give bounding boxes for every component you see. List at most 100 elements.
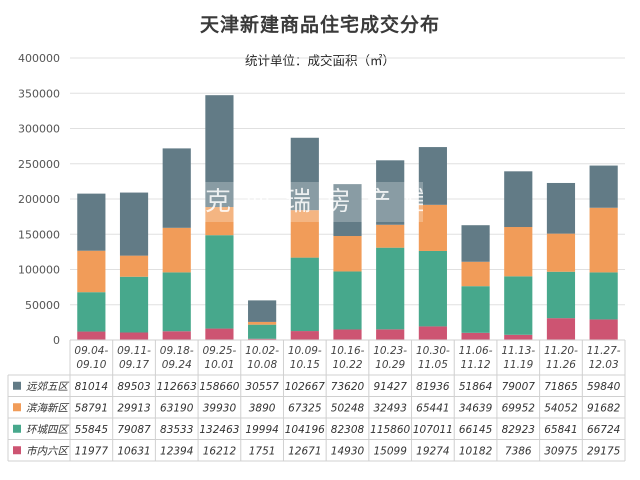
x-tick-label: 11.12 [461, 359, 491, 371]
legend-label: 远郊五区 [26, 381, 69, 393]
table-cell: 102667 [285, 381, 325, 393]
table-cell: 69952 [502, 402, 536, 414]
bar-segment [589, 272, 618, 320]
x-tick-label: 11.20- [544, 345, 578, 357]
bar-segment [162, 227, 191, 273]
x-tick-label: 10.15 [290, 359, 320, 371]
table-cell: 115860 [370, 424, 410, 436]
table-cell: 71865 [544, 381, 578, 393]
bar-segment [504, 227, 533, 277]
x-tick-label: 09.11- [117, 345, 151, 357]
bar-segment [77, 193, 106, 251]
legend-label: 市内六区 [26, 445, 69, 457]
x-tick-label: 11.26 [546, 359, 576, 371]
y-tick-label: 400000 [18, 52, 60, 65]
table-cell: 30557 [245, 381, 279, 393]
x-tick-label: 09.17 [119, 359, 149, 371]
legend-label: 滨海新区 [26, 402, 69, 414]
bar-segment [333, 271, 362, 330]
table-cell: 83533 [160, 424, 193, 436]
legend-swatch [13, 446, 21, 455]
legend-label: 环城四区 [26, 424, 69, 436]
table-cell: 79087 [117, 424, 151, 436]
x-tick-label: 09.04- [74, 345, 108, 357]
table-cell: 10631 [117, 445, 150, 457]
table-cell: 89503 [117, 381, 150, 393]
bar-segment [589, 319, 618, 340]
table-cell: 50248 [331, 402, 365, 414]
table-cell: 107011 [413, 424, 453, 436]
bar-segment [418, 147, 447, 205]
y-tick-label: 150000 [18, 228, 60, 241]
table-cell: 34639 [459, 402, 493, 414]
bar-segment [376, 160, 405, 225]
table-cell: 91682 [587, 402, 621, 414]
watermark: 克而瑞房产信息 [205, 182, 423, 222]
y-tick-label: 200000 [18, 193, 60, 206]
table-cell: 66724 [587, 424, 620, 436]
table-cell: 59840 [587, 381, 621, 393]
x-tick-label: 11.27- [587, 345, 621, 357]
bar-segment [162, 272, 191, 332]
x-tick-label: 11.19 [503, 359, 533, 371]
bar-segment [248, 324, 277, 339]
table-cell: 29913 [117, 402, 150, 414]
x-tick-label: 09.10 [76, 359, 106, 371]
table-cell: 12394 [160, 445, 193, 457]
bar-segment [504, 276, 533, 335]
table-cell: 66145 [459, 424, 493, 436]
table-cell: 82308 [331, 424, 365, 436]
y-tick-label: 100000 [18, 264, 60, 277]
y-tick-label: 0 [53, 334, 60, 347]
table-cell: 132463 [199, 424, 239, 436]
table-cell: 3890 [249, 402, 276, 414]
bar-segment [205, 328, 234, 340]
bar-segment [418, 250, 447, 327]
y-tick-label: 50000 [25, 299, 60, 312]
bar-segment [418, 204, 447, 251]
table-cell: 32493 [373, 402, 406, 414]
x-tick-label: 11.13- [501, 345, 535, 357]
table-cell: 81014 [75, 381, 108, 393]
table-cell: 67325 [288, 402, 322, 414]
x-tick-label: 09.18- [160, 345, 194, 357]
table-cell: 112663 [157, 381, 197, 393]
x-tick-label: 12.03 [589, 359, 619, 371]
bar-segment [248, 300, 277, 322]
bar-segment [290, 257, 319, 332]
table-cell: 79007 [502, 381, 536, 393]
legend-swatch [13, 424, 21, 433]
table-cell: 55845 [75, 424, 109, 436]
bar-segment [376, 224, 405, 248]
bar-segment [333, 329, 362, 340]
bar-segment [248, 338, 277, 340]
table-cell: 1751 [249, 445, 276, 457]
table-cell: 19274 [416, 445, 449, 457]
chart-title: 天津新建商品住宅成交分布 [199, 14, 440, 36]
bar-segment [333, 236, 362, 272]
table-cell: 10182 [459, 445, 493, 457]
x-tick-label: 10.16- [331, 345, 365, 357]
table-cell: 7386 [505, 445, 532, 457]
bar-segment [248, 321, 277, 325]
x-tick-label: 10.08 [247, 359, 277, 371]
table-cell: 73620 [331, 381, 365, 393]
legend-swatch [13, 381, 21, 390]
table-cell: 15099 [373, 445, 407, 457]
bar-segment [546, 233, 576, 272]
x-tick-label: 11.06- [459, 345, 493, 357]
table-cell: 54052 [544, 402, 578, 414]
bar-segment [333, 184, 362, 237]
table-cell: 91427 [373, 381, 407, 393]
table-cell: 65441 [416, 402, 449, 414]
y-tick-label: 250000 [18, 158, 60, 171]
bar-segment [376, 329, 405, 340]
table-cell: 12671 [288, 445, 321, 457]
table-cell: 104196 [285, 424, 325, 436]
bar-segment [461, 225, 490, 262]
y-tick-label: 300000 [18, 123, 60, 136]
bar-segment [504, 334, 533, 340]
table-cell: 63190 [160, 402, 194, 414]
x-tick-label: 10.30- [416, 345, 450, 357]
